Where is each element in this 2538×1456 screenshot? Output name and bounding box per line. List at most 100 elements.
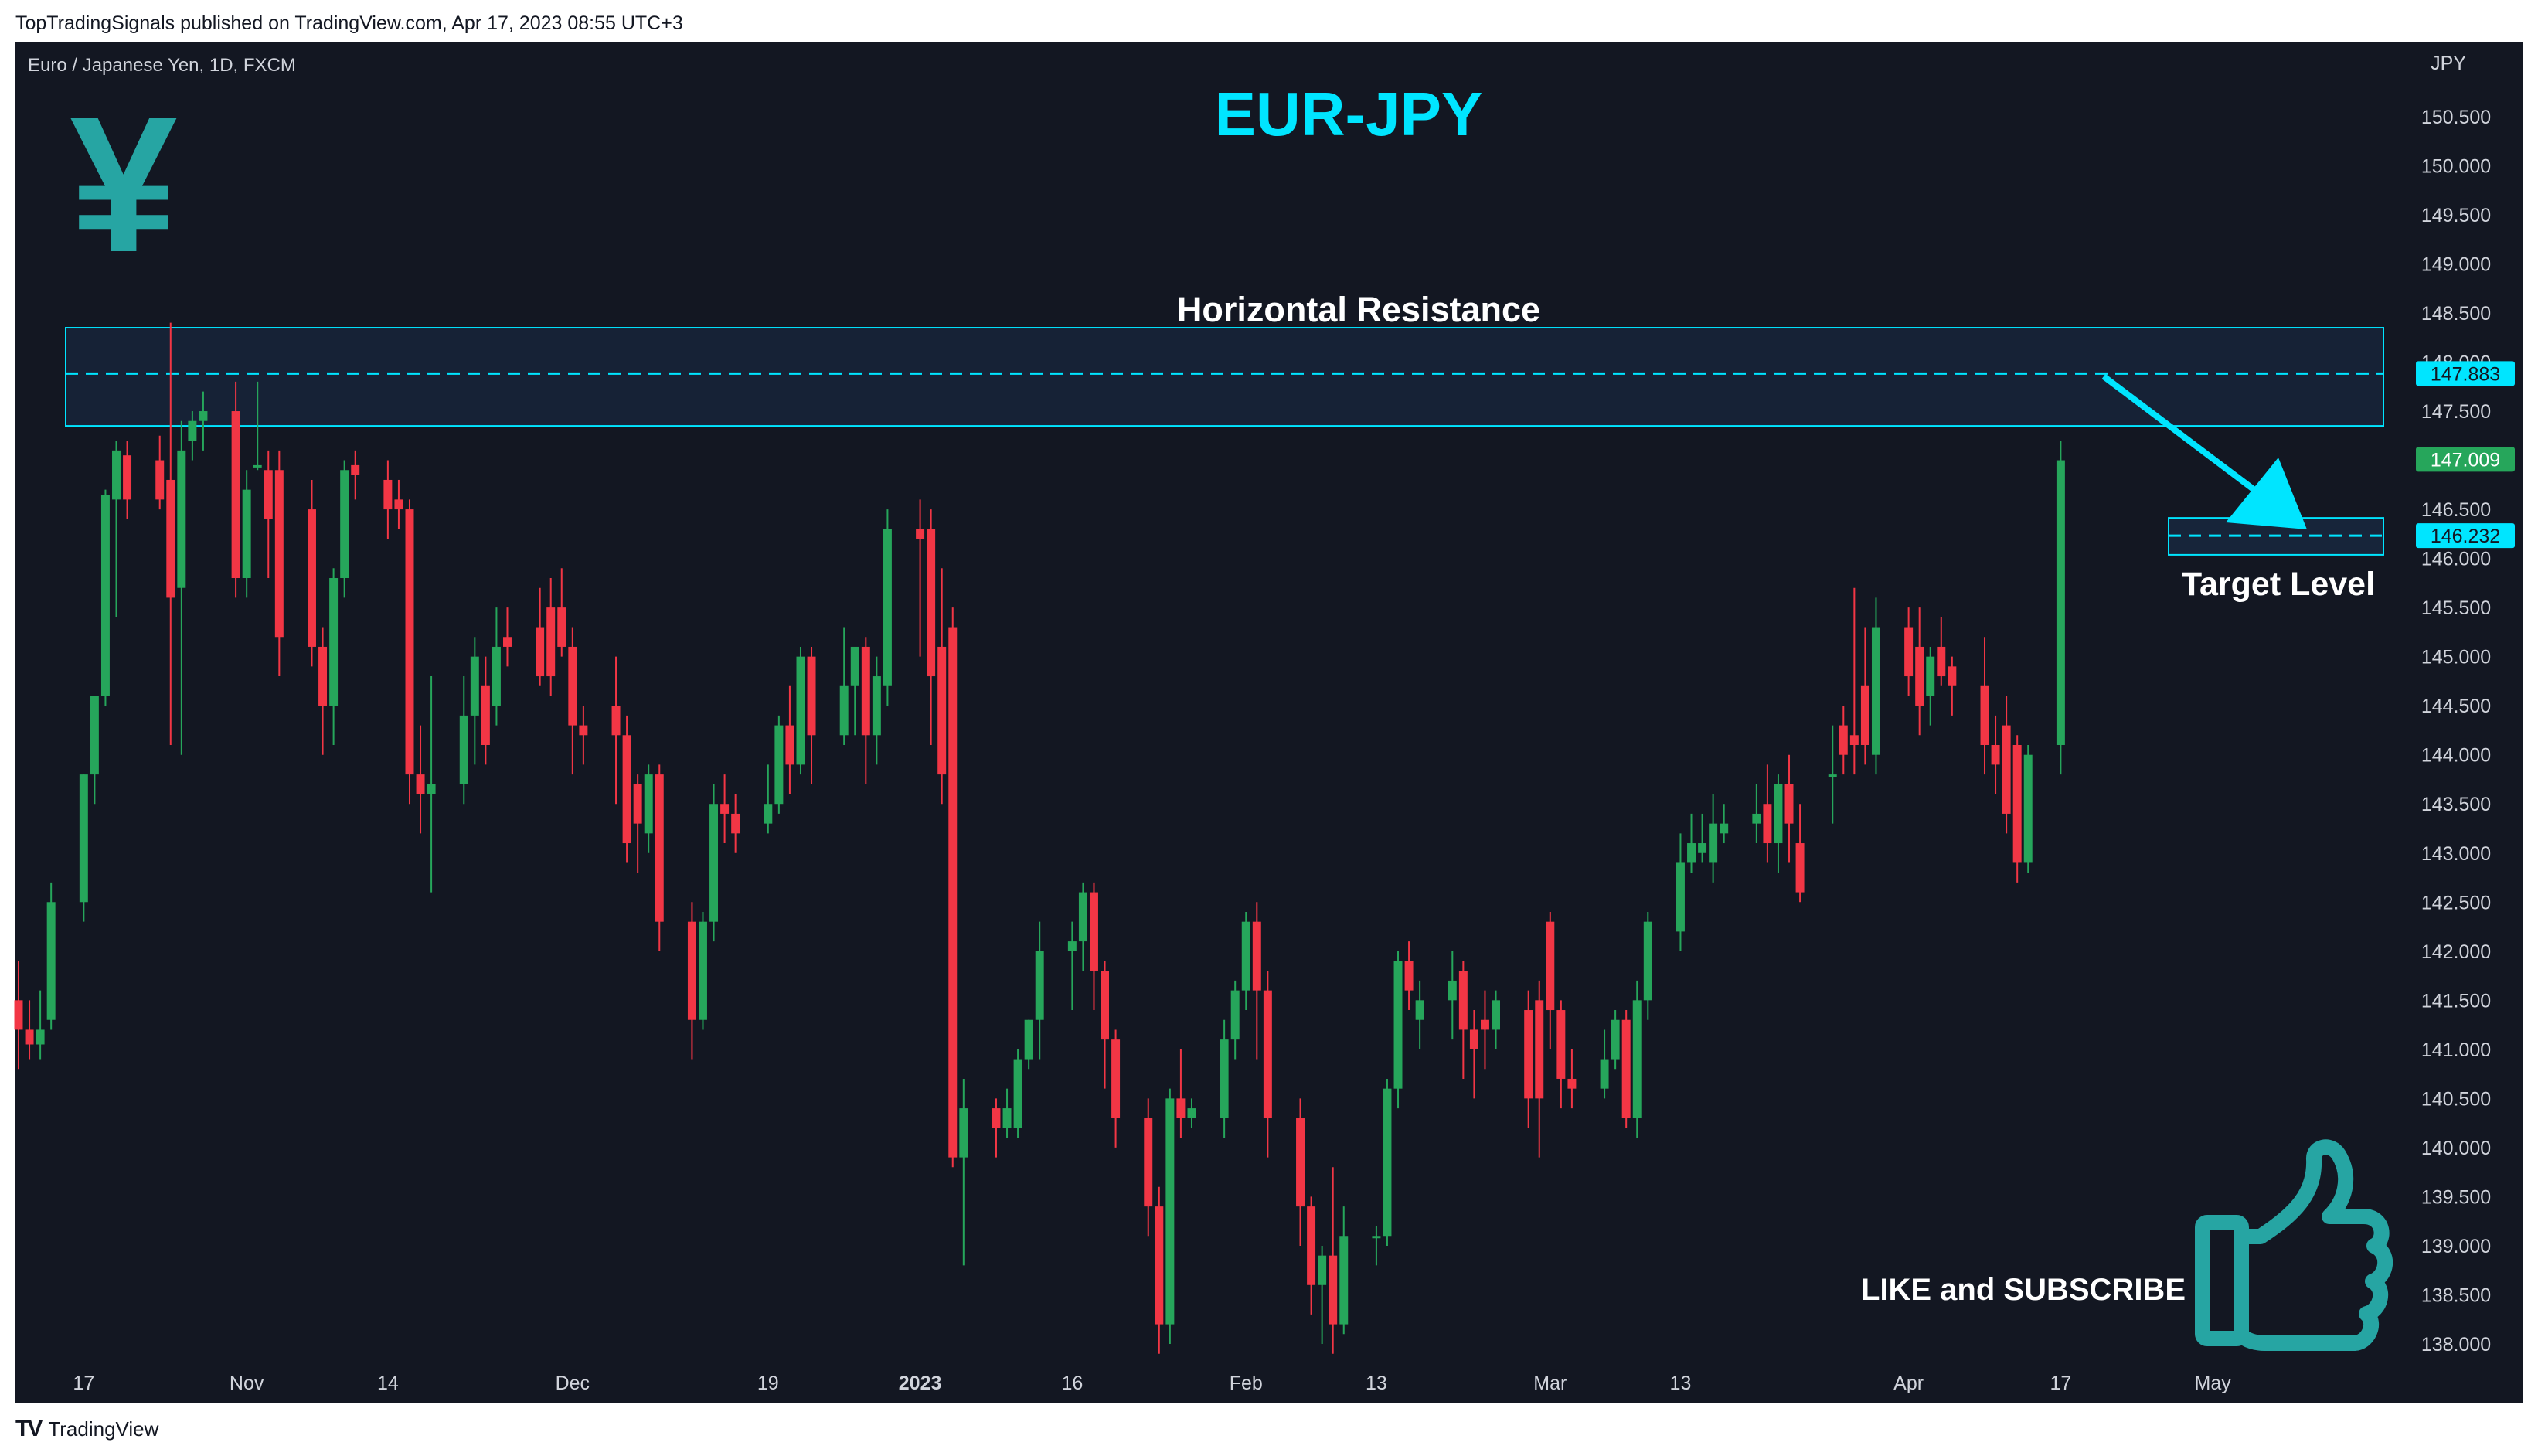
candle <box>1567 1049 1577 1109</box>
y-tick-label: 148.500 <box>2421 303 2491 325</box>
candle-body <box>992 1108 1001 1128</box>
candle <box>839 627 849 745</box>
candle-body <box>492 646 501 706</box>
candle <box>622 715 631 863</box>
candle-body <box>1329 1255 1338 1325</box>
candle <box>579 706 588 765</box>
candle <box>503 607 512 667</box>
candle <box>242 470 251 598</box>
publish-info: TopTradingSignals published on TradingVi… <box>15 12 683 34</box>
candle-body <box>231 411 240 579</box>
candle <box>1980 637 1989 775</box>
candle-body <box>959 1108 968 1158</box>
candle <box>1915 607 1924 736</box>
candle <box>1101 961 1110 1089</box>
candle-body <box>177 450 186 588</box>
candle-body <box>1524 1010 1533 1099</box>
candle-body <box>1013 1059 1022 1128</box>
candle-body <box>253 464 262 468</box>
candle-body <box>2012 744 2022 863</box>
y-tick-label: 144.000 <box>2421 745 2491 767</box>
candle-body <box>188 420 197 441</box>
candle <box>655 764 664 951</box>
candle-body <box>1469 1029 1478 1049</box>
candle <box>1752 784 1761 844</box>
candle-body <box>1415 1000 1424 1020</box>
candle-body <box>1763 804 1772 844</box>
candle <box>992 1098 1001 1158</box>
candle <box>1600 1029 1609 1099</box>
candle-body <box>1296 1118 1305 1207</box>
candle <box>90 696 99 805</box>
resistance-price-label-bg <box>2416 361 2515 386</box>
candle <box>959 1078 968 1266</box>
candle-body <box>308 509 316 647</box>
candle <box>274 450 284 677</box>
candle <box>1535 980 1544 1158</box>
candle-body <box>199 411 208 421</box>
tradingview-logo: TV <box>15 1416 43 1441</box>
candle <box>112 441 121 617</box>
candle <box>1013 1049 1022 1138</box>
candle <box>937 568 947 805</box>
candle <box>100 489 110 706</box>
candle-body <box>1828 774 1837 777</box>
candle-body <box>427 784 436 794</box>
candle-body <box>383 479 393 510</box>
footer-brand: TradingView <box>48 1417 159 1441</box>
candle <box>1784 754 1794 863</box>
headline: EUR-JPY <box>1215 80 1483 148</box>
candle-body <box>274 470 284 638</box>
x-tick-label: Dec <box>556 1373 590 1394</box>
candle-body <box>112 450 121 500</box>
candle-body <box>25 1029 34 1045</box>
candle-body <box>1393 961 1403 1089</box>
candle-body <box>1926 656 1935 696</box>
candle-body <box>861 646 870 736</box>
arrow-icon <box>2101 373 2307 529</box>
candle <box>1263 971 1272 1158</box>
candle <box>1849 587 1859 775</box>
candle-body <box>927 529 936 677</box>
candle <box>459 676 468 805</box>
y-tick-label: 147.500 <box>2421 401 2491 423</box>
candle-body <box>1621 1019 1631 1118</box>
candle-body <box>1915 646 1924 706</box>
candle <box>1469 1010 1478 1099</box>
candle <box>1720 804 1729 844</box>
candle <box>720 774 730 844</box>
candle <box>2023 744 2033 873</box>
candle <box>1035 921 1044 1060</box>
x-tick-label: 17 <box>2050 1373 2071 1394</box>
candle <box>1643 911 1652 1020</box>
candle-body <box>36 1029 45 1045</box>
candle-body <box>1318 1255 1327 1285</box>
candle <box>1904 607 1914 696</box>
candle <box>36 990 45 1060</box>
y-tick-label: 150.500 <box>2421 107 2491 128</box>
candle <box>253 381 262 471</box>
candle-body <box>100 495 110 696</box>
target-price-label-bg <box>2416 523 2515 549</box>
candle <box>1860 627 1869 765</box>
candle <box>308 479 316 667</box>
y-tick-label: 146.500 <box>2421 499 2491 521</box>
candle-body <box>1111 1039 1121 1118</box>
candle <box>1948 656 1957 716</box>
candle <box>329 568 339 745</box>
candle-body <box>1720 823 1729 834</box>
resistance-zone <box>65 327 2384 427</box>
candle-body <box>1002 1108 1012 1128</box>
candle <box>1067 921 1077 1011</box>
candle-body <box>1860 685 1869 745</box>
candle <box>850 646 859 736</box>
candle <box>1991 715 2000 794</box>
candle-body <box>264 470 273 519</box>
x-tick-label: 14 <box>377 1373 399 1394</box>
candle <box>644 764 653 853</box>
candle <box>1556 1000 1566 1109</box>
candle-body <box>459 715 468 784</box>
candle <box>340 460 349 598</box>
candle <box>687 902 696 1060</box>
candle <box>1187 1098 1196 1128</box>
